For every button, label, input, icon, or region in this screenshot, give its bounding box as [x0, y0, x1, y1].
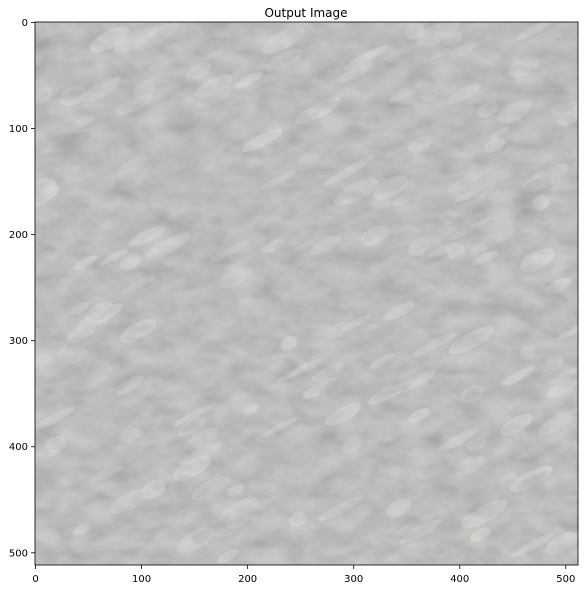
y-axis: 0 100 200 300 400 500 — [9, 18, 35, 559]
x-tick-label: 400 — [450, 574, 469, 585]
x-tick-label: 0 — [32, 574, 38, 585]
x-tick-label: 500 — [556, 574, 575, 585]
x-axis: 0 100 200 300 400 500 — [32, 565, 575, 585]
y-tick-label: 100 — [9, 124, 28, 135]
y-tick-label: 200 — [9, 230, 28, 241]
y-tick-label: 500 — [9, 548, 28, 559]
y-tick-label: 400 — [9, 442, 28, 453]
surface-texture-overlay — [35, 22, 578, 565]
textured-surface-image — [35, 22, 578, 565]
x-tick-label: 200 — [238, 574, 257, 585]
y-tick-label: 300 — [9, 336, 28, 347]
x-tick-label: 300 — [344, 574, 363, 585]
x-tick-label: 100 — [132, 574, 151, 585]
plot-frame — [34, 21, 579, 566]
y-tick-label: 0 — [22, 18, 28, 29]
figure-title: Output Image — [264, 6, 347, 20]
